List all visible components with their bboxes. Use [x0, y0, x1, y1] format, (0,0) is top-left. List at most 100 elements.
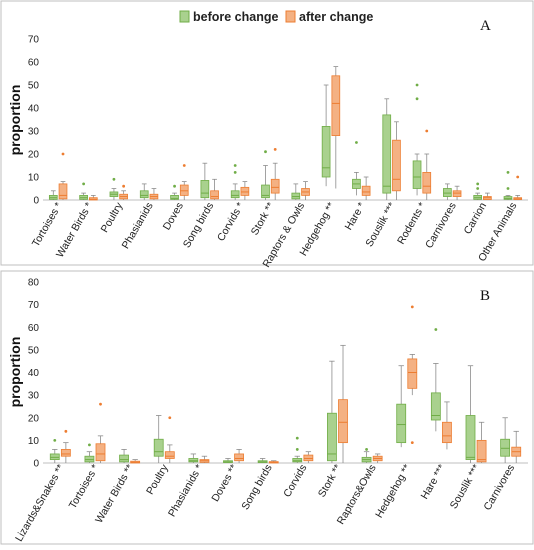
panel-b-before-box-12: [465, 365, 476, 463]
panel-a-after-box-10-iqr: [361, 185, 371, 196]
panel-a-after-box-3: [149, 188, 159, 200]
panel-a-before-box-2: [109, 177, 119, 200]
panel-b-before-box-9: [361, 448, 372, 463]
panel-b-ytick-4: 40: [28, 368, 40, 379]
panel-b-before-box-1-iqr: [84, 455, 95, 463]
panel-a-before-box-11: [382, 98, 392, 200]
panel-a-before-box-13-iqr: [443, 188, 452, 197]
panel-a-before-box-4-outlier-0: [173, 184, 176, 188]
panel-a-before-box-0: [48, 190, 58, 200]
panel-b-ytick-1: 10: [28, 436, 40, 447]
panel-a-before-box-5: [200, 162, 210, 200]
panel-a-after-box-11-iqr: [392, 139, 401, 192]
panel-a-ytick-2: 20: [28, 150, 40, 161]
panel-a-after-box-10: [361, 176, 371, 200]
panel-b-after-box-2: [130, 459, 141, 464]
panel-a-ytick-0: 0: [33, 196, 39, 207]
panel-b-ytick-8: 80: [28, 278, 40, 289]
panel-b-after-box-10-outlier-1: [410, 305, 414, 309]
panel-a-ytick-3: 30: [28, 127, 40, 138]
panel-b-after-box-5: [234, 449, 244, 463]
panel-b-before-box-2-iqr: [119, 454, 129, 463]
panel-b-before-box-6: [257, 458, 268, 463]
panel-b-before-box-4-iqr: [188, 458, 199, 463]
panel-a-label: A: [480, 18, 491, 34]
panel-a-before-box-14-outlier-0: [476, 187, 480, 190]
panel-a-before-box-1: [79, 182, 88, 200]
panel-a-before-box-6: [230, 164, 240, 200]
panel-a-after-box-7-outlier-0: [273, 148, 277, 151]
panel-b-before-box-8-iqr: [327, 412, 337, 462]
panel-a-after-box-8: [301, 181, 310, 200]
panel-b-before-box-7-iqr: [292, 458, 303, 463]
panel-a-before-box-12: [412, 83, 422, 196]
panel-b-after-box-9: [372, 453, 383, 463]
panel-b-before-box-5: [223, 458, 233, 463]
panel-b-before-box-11: [430, 328, 441, 432]
panel-a-after-box-14: [483, 192, 492, 200]
panel-b-before-box-10-iqr: [396, 403, 407, 444]
panel-a-before-box-3-iqr: [139, 190, 149, 199]
panel-b-after-box-1-iqr: [95, 443, 106, 462]
panel-a-after-box-9: [331, 66, 341, 189]
panel-a-before-box-12-outlier-0: [415, 97, 419, 101]
panel-b-before-box-4: [188, 453, 199, 463]
panel-a-before-box-15-outlier-1: [506, 171, 510, 174]
panel-a-before-box-4: [170, 184, 179, 200]
panel-b-before-box-7-outlier-0: [295, 448, 299, 451]
panel-a-before-box-10-outlier-0: [355, 141, 358, 144]
panel-a-ylabel: proportion: [7, 85, 23, 156]
panel-b-before-box-13-iqr: [500, 438, 511, 457]
panel-b-before-box-1: [84, 443, 95, 463]
panel-b-ytick-6: 60: [28, 323, 40, 334]
panel-b-after-box-12: [476, 421, 487, 463]
panel-b-label: B: [480, 288, 490, 304]
panel-b-after-box-0-iqr: [60, 449, 71, 457]
panel-a-ytick-7: 70: [28, 35, 40, 46]
panel-a-before-box-2-outlier-0: [112, 177, 116, 181]
panel-a-ytick-4: 40: [28, 104, 40, 115]
panel-a-ytick-1: 10: [28, 173, 40, 184]
panel-b-before-box-10: [396, 365, 407, 448]
legend-after-label: after change: [299, 10, 373, 24]
panel-a-before-box-13: [443, 183, 452, 200]
panel-a-after-box-5: [210, 178, 219, 200]
panel-a-after-box-0-outlier-0: [61, 152, 65, 156]
panel-a-after-box-12-iqr: [422, 171, 432, 194]
panel-b-before-box-0-iqr: [49, 453, 60, 461]
panel-b-frame: [0, 270, 534, 545]
legend-before-label: before change: [193, 10, 278, 24]
panel-a-before-box-9-iqr: [321, 126, 331, 178]
panel-a-after-box-4-iqr: [179, 184, 189, 196]
legend-before-swatch: [179, 10, 190, 23]
panel-a-before-box-5-iqr: [200, 180, 210, 199]
panel-b-ytick-3: 30: [28, 391, 40, 402]
panel-a-after-box-7: [270, 148, 280, 200]
panel-a-before-box-8: [291, 183, 301, 200]
panel-a-before-box-12-outlier-1: [415, 83, 419, 87]
panel-b-before-box-1-outlier-0: [88, 443, 91, 447]
panel-a-after-box-7-iqr: [270, 178, 280, 194]
panel-a-frame: [0, 0, 534, 266]
panel-b-after-box-10-iqr: [407, 358, 418, 389]
panel-b-before-box-13: [500, 417, 511, 463]
panel-b-after-box-3-outlier-0: [168, 416, 172, 420]
panel-b-before-box-3: [153, 415, 164, 463]
panel-b-after-box-11: [442, 401, 452, 450]
panel-a-before-box-12-iqr: [412, 160, 422, 189]
panel-b-ytick-0: 0: [33, 459, 39, 470]
panel-b-after-box-8: [338, 344, 348, 463]
panel-b-after-box-0-outlier-0: [64, 429, 68, 433]
panel-b-after-box-6: [268, 460, 279, 464]
panel-b-ytick-2: 20: [28, 413, 40, 424]
panel-b-before-box-7-outlier-1: [295, 436, 299, 440]
panel-a-after-box-9-iqr: [331, 75, 341, 137]
panel-a-before-box-7-iqr: [261, 184, 270, 199]
panel-a-after-box-1: [88, 194, 98, 201]
panel-b-after-box-4: [199, 455, 210, 463]
panel-a-before-box-7-outlier-0: [264, 150, 267, 154]
panel-a-after-box-15: [513, 175, 523, 200]
panel-b-after-box-11-iqr: [442, 421, 452, 444]
panel-a-before-box-6-outlier-1: [233, 164, 237, 167]
